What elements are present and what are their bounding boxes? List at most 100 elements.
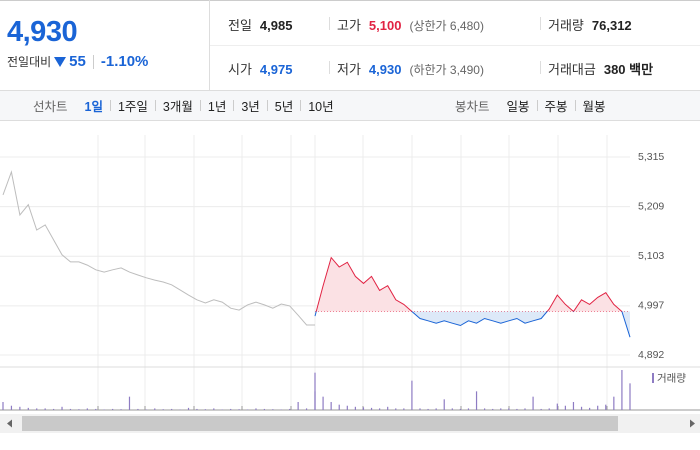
volume-bar	[395, 408, 397, 410]
volume-bar	[128, 396, 131, 410]
volume-bar	[484, 408, 486, 410]
change-rate: -1.10%	[100, 53, 149, 70]
volume-bar	[162, 409, 164, 410]
tab[interactable]: 3년	[241, 100, 260, 114]
volume-bar	[516, 408, 518, 410]
value: 4,930	[368, 62, 402, 77]
summary-cell: 거래량 76,312	[548, 15, 632, 34]
y-tick-label: 5,209	[638, 200, 664, 212]
volume-bar	[475, 391, 478, 410]
divider	[210, 45, 700, 46]
volume-bar	[556, 403, 558, 410]
scroll-thumb[interactable]	[22, 416, 618, 431]
tab[interactable]: 1년	[207, 100, 227, 114]
volume-bar	[230, 408, 232, 410]
tab-group: 봉차트 일봉 주봉 월봉	[455, 91, 606, 120]
volume-bar	[263, 408, 266, 410]
tab-separator	[199, 100, 201, 111]
volume-bar	[112, 408, 114, 410]
label: 시가	[228, 62, 252, 77]
change-value: 55	[69, 53, 86, 70]
volume-bar	[605, 404, 607, 410]
volume-bar	[459, 408, 461, 410]
divider	[209, 0, 210, 90]
volume-bar	[435, 408, 437, 410]
summary-cell: 전일 4,985	[228, 15, 292, 34]
label: 거래대금	[548, 62, 596, 77]
y-tick-label: 5,103	[638, 250, 664, 262]
scroll-left[interactable]	[7, 419, 12, 428]
tab[interactable]: 일봉	[506, 100, 530, 114]
label: 전일	[228, 18, 252, 33]
value: 4,985	[259, 18, 293, 33]
volume-bar	[95, 408, 97, 410]
label: 저가	[337, 62, 361, 77]
volume-bar	[613, 396, 615, 410]
tab-separator	[109, 100, 111, 111]
divider	[92, 54, 94, 69]
legend-swatch	[652, 373, 654, 383]
volume-bar	[427, 408, 429, 410]
scroll-right[interactable]	[690, 419, 695, 428]
y-tick-label: 5,315	[638, 151, 664, 163]
tab-separator	[233, 100, 235, 111]
tab[interactable]: 주봉	[544, 100, 568, 114]
volume-bar	[354, 406, 356, 410]
volume-bar	[246, 409, 249, 410]
top-border	[0, 0, 700, 1]
volume-bar	[19, 406, 21, 410]
value: 5,100	[368, 18, 402, 33]
volume-bar	[27, 407, 29, 410]
area	[315, 257, 630, 338]
tab[interactable]: 3개월	[162, 100, 193, 114]
volume-bar	[411, 380, 413, 410]
volume-bar	[78, 409, 80, 410]
tab[interactable]: 5년	[274, 100, 294, 114]
volume-bar	[238, 409, 240, 410]
tab[interactable]: 월봉	[582, 100, 606, 114]
volume-bar	[338, 404, 340, 410]
legend-label: 거래량	[657, 372, 686, 384]
volume-bar	[451, 408, 453, 410]
volume-bar	[69, 408, 72, 410]
volume-bar	[145, 409, 147, 410]
volume-bar	[346, 405, 348, 410]
divider	[540, 61, 541, 74]
volume-bar	[370, 407, 373, 410]
volume-bar	[272, 409, 274, 410]
volume-bar	[171, 408, 173, 410]
tab[interactable]: 1일	[84, 100, 103, 114]
volume-bar	[44, 408, 46, 410]
volume-bar	[589, 407, 591, 410]
y-tick-label: 4,997	[638, 300, 664, 312]
chart: 5,315 5,209 5,103 4,997 4,892 거래량	[0, 120, 700, 433]
volume-bar	[467, 408, 470, 410]
volume-bar	[61, 406, 63, 410]
volume-bar	[500, 408, 502, 410]
divider	[329, 17, 330, 30]
note: (상한가 6,480)	[409, 19, 484, 33]
volume-bar	[508, 408, 510, 410]
tab-separator	[300, 100, 302, 111]
price-line	[314, 256, 631, 338]
tab-label: 선차트	[33, 100, 68, 114]
value: 4,975	[259, 62, 293, 77]
tab-bar: 선차트 1일 1주일 3개월 1년 3년 5년 10년 봉차트 일봉 주봉 월봉	[0, 90, 700, 121]
volume-bar	[120, 409, 122, 410]
volume-bar	[540, 408, 542, 410]
tab[interactable]: 10년	[308, 100, 334, 114]
price-line	[2, 170, 315, 326]
tab[interactable]: 1주일	[117, 100, 148, 114]
volume-bar	[387, 406, 389, 410]
volume-bar	[564, 405, 566, 410]
volume-bar	[621, 370, 623, 410]
divider	[329, 61, 330, 74]
volume-bar	[305, 408, 308, 410]
label: 거래량	[548, 18, 584, 33]
volume-bar	[2, 402, 4, 410]
volume-bar	[204, 409, 206, 410]
volume-bar	[86, 408, 88, 410]
volume-bar	[179, 409, 181, 410]
volume-bar	[362, 407, 365, 410]
